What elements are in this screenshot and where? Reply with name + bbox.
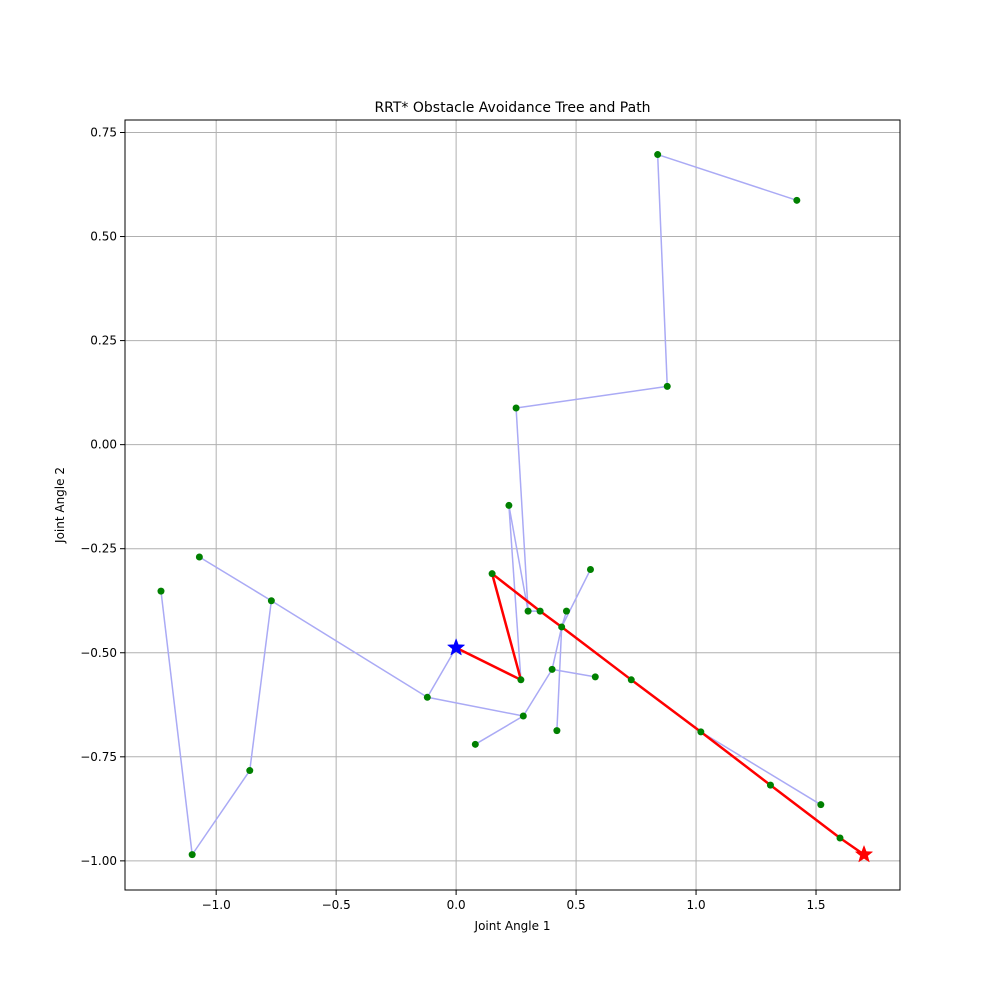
tree-node [817, 801, 825, 809]
tree-edge [515, 385, 668, 409]
tree-node [553, 727, 561, 735]
tree-node [423, 693, 431, 701]
y-tick-label: 0.50 [90, 230, 117, 244]
plot-background [125, 120, 900, 890]
tree-node [505, 501, 513, 509]
tree-node [836, 834, 844, 842]
tree-node [517, 676, 525, 684]
tree-edge [657, 153, 798, 202]
tree-node [246, 767, 254, 775]
tree-node [488, 570, 496, 578]
tree-edge [508, 505, 529, 612]
tree-node [558, 623, 566, 631]
tree-node [548, 665, 556, 673]
goal-star-icon [854, 844, 874, 863]
tree-edge [561, 569, 592, 628]
tree-node [697, 728, 705, 736]
tree-node [766, 781, 774, 789]
tree-node [793, 196, 801, 204]
axis-ticks: −1.0 −0.5 0.0 0.5 1.0 1.5 −1.00 −0.75 −0.50 −0.25… [80, 125, 825, 912]
tree-node [586, 566, 594, 574]
tree-node [471, 740, 479, 748]
start-star-icon [446, 638, 466, 656]
tree-node [524, 607, 532, 615]
tree-edge [700, 731, 822, 806]
tree-node [519, 712, 527, 720]
tree-edge [198, 556, 272, 602]
x-tick-label: −0.5 [322, 898, 351, 912]
x-tick-label: −1.0 [202, 898, 231, 912]
y-tick-label: −0.25 [80, 542, 117, 556]
tree-node [627, 676, 635, 684]
tree-node [663, 382, 671, 390]
x-tick-label: 1.5 [806, 898, 825, 912]
tree-node [188, 851, 196, 859]
y-tick-label: −1.00 [80, 854, 117, 868]
tree-edge [160, 591, 193, 855]
tree-edge [249, 600, 273, 771]
path-line-group [455, 572, 865, 856]
tree-edge [551, 626, 563, 670]
tree-edge [474, 715, 524, 745]
tree-node [654, 151, 662, 159]
y-tick-label: 0.75 [90, 125, 117, 139]
tree-node [267, 597, 275, 605]
endpoint-markers [446, 638, 874, 863]
tree-node [591, 673, 599, 681]
x-tick-label: 0.5 [567, 898, 586, 912]
tree-edge [522, 669, 553, 717]
tree-edge [427, 696, 524, 717]
tree-edge [656, 154, 669, 387]
tree-node [195, 553, 203, 561]
y-axis-label: Joint Angle 2 [53, 467, 67, 544]
y-tick-label: 0.25 [90, 334, 117, 348]
tree-node [512, 404, 520, 412]
tree-edge [515, 407, 529, 612]
grid [125, 120, 900, 890]
path-line [455, 572, 865, 856]
y-tick-label: −0.50 [80, 646, 117, 660]
tree-edge [556, 626, 563, 731]
tree-edge [270, 600, 428, 698]
tree-node [157, 587, 165, 595]
tree-node [536, 607, 544, 615]
x-axis-label: Joint Angle 1 [474, 919, 551, 933]
y-tick-label: 0.00 [90, 438, 117, 452]
chart-title: RRT* Obstacle Avoidance Tree and Path [374, 100, 650, 116]
tree-node [562, 607, 570, 615]
tree-edge [191, 770, 251, 856]
plot-frame [124, 119, 901, 891]
x-tick-label: 1.0 [687, 898, 706, 912]
y-tick-label: −0.75 [80, 750, 117, 764]
x-tick-label: 0.0 [447, 898, 466, 912]
tree-edge [426, 647, 457, 698]
